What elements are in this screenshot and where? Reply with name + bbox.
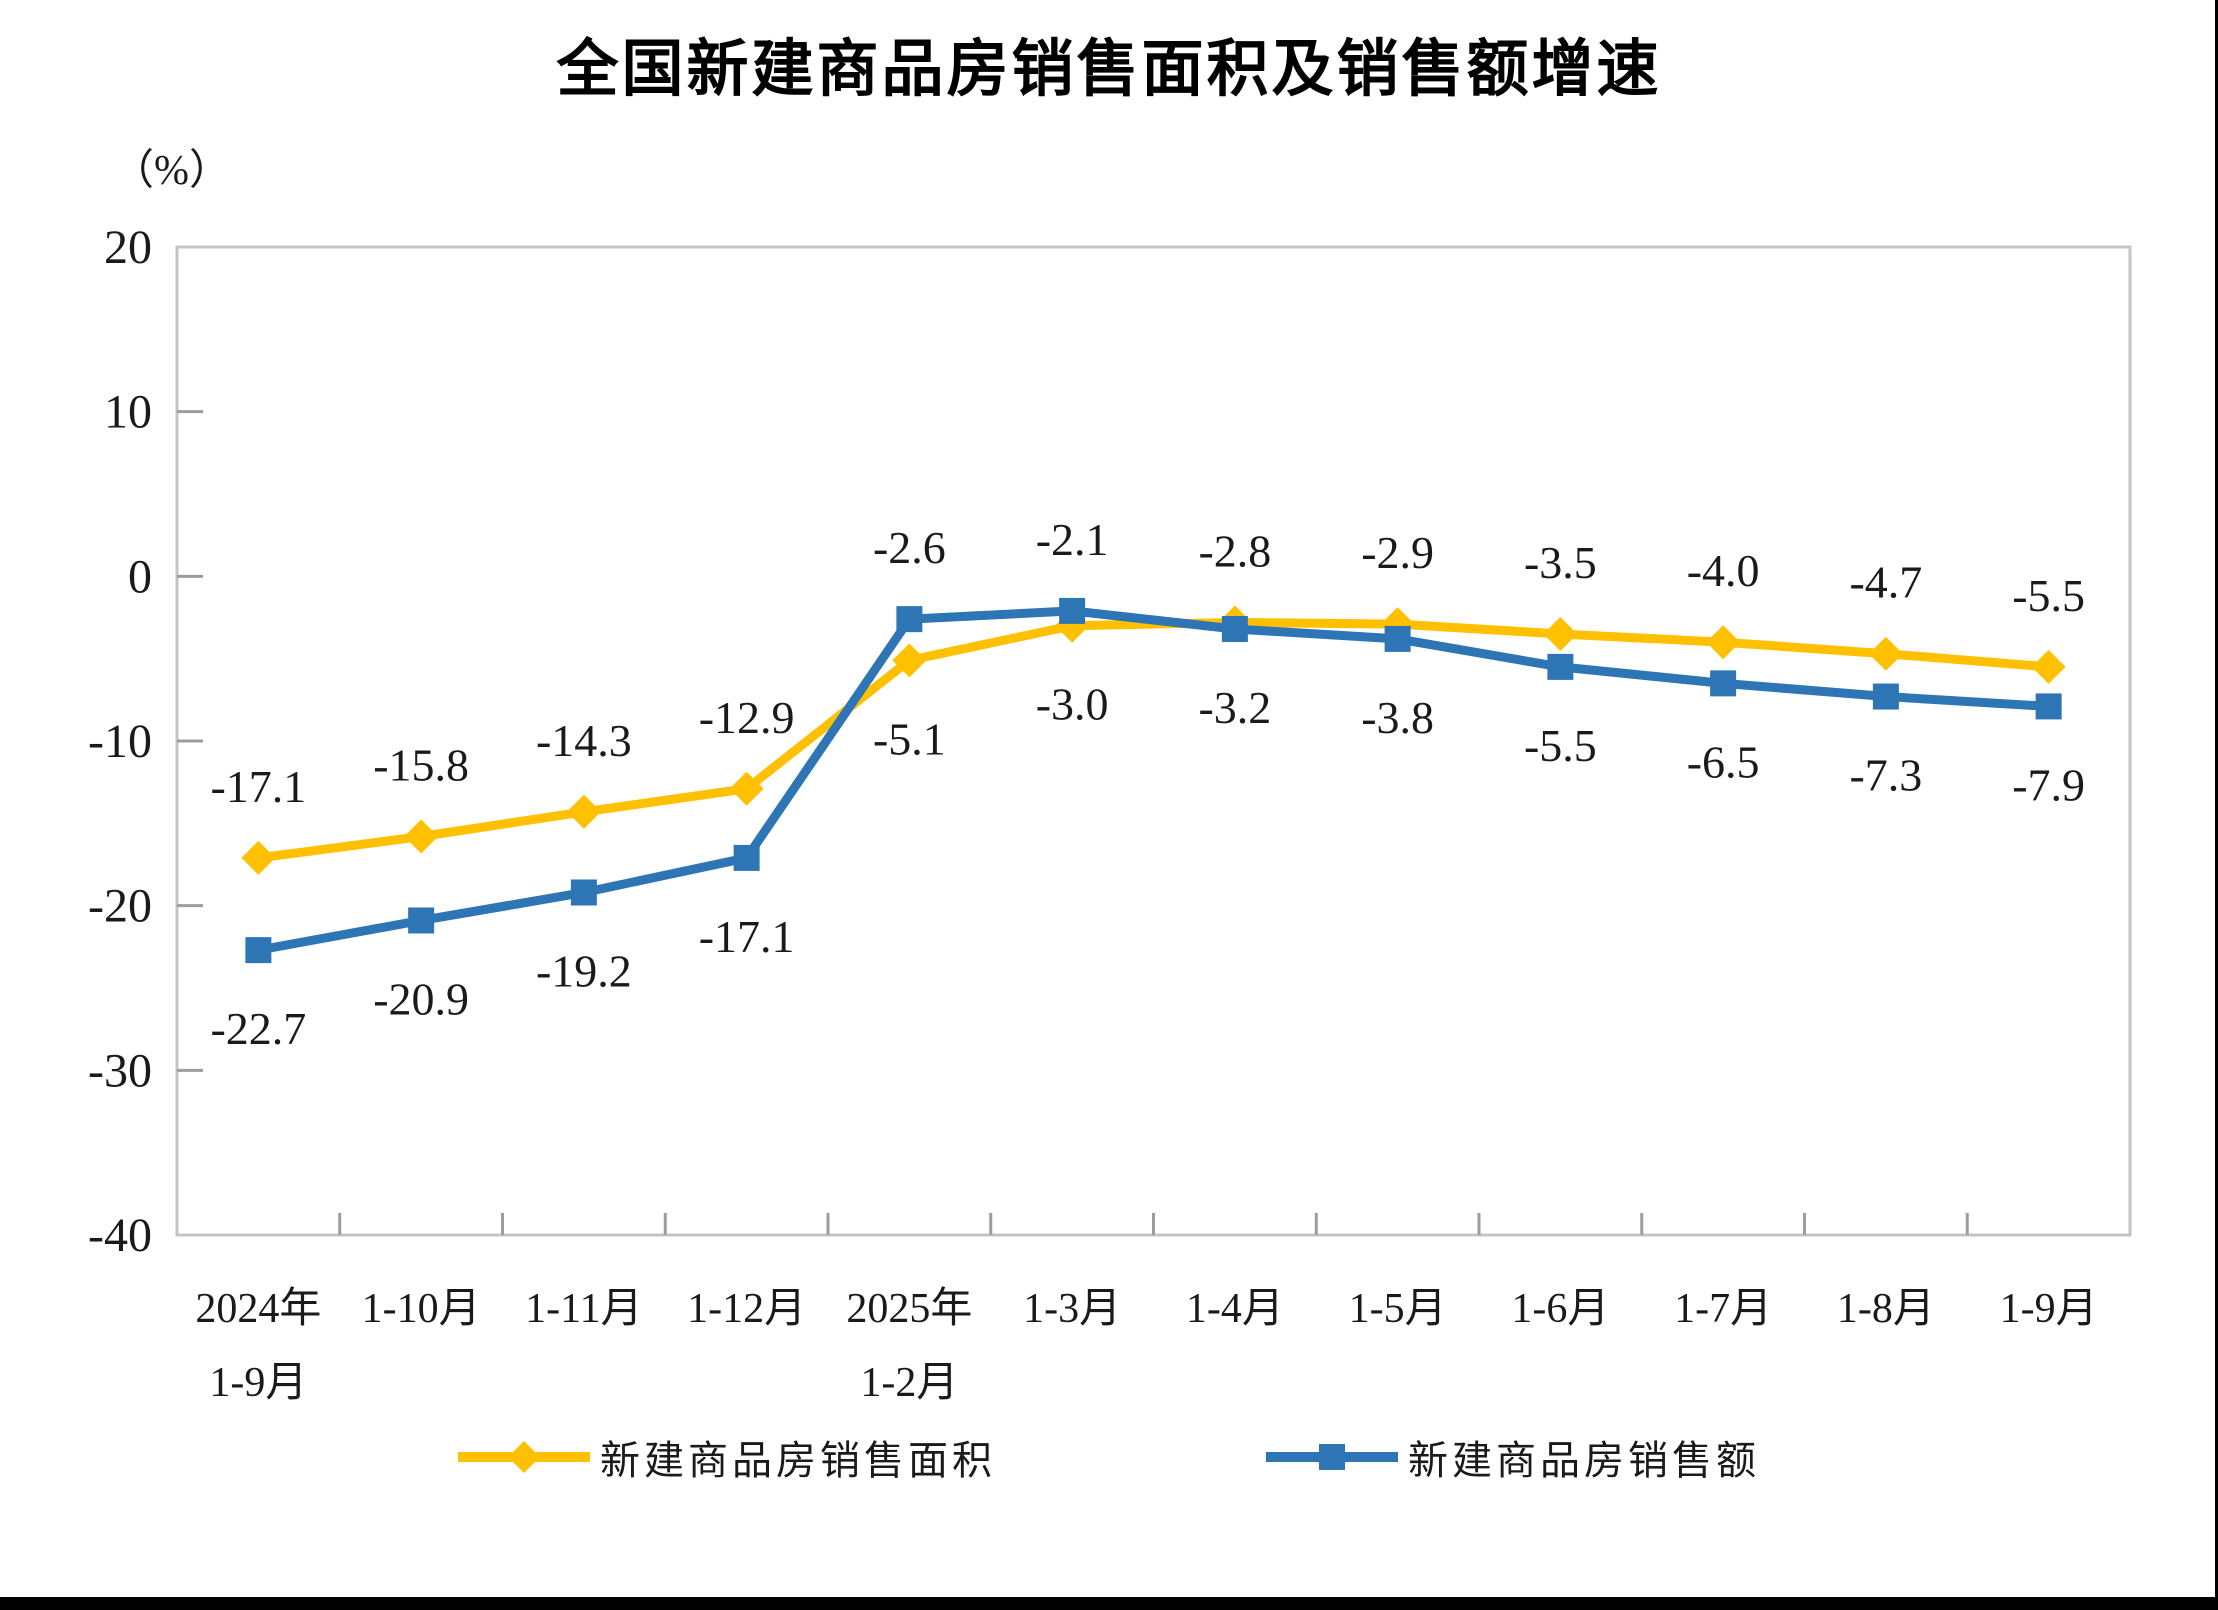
square-marker [1872,683,1899,710]
square-marker [896,606,923,633]
data-label: -17.1 [210,761,306,812]
square-marker [733,844,760,871]
x-axis-label: 1-11月 [525,1286,642,1332]
chart-title: 全国新建商品房销售面积及销售额增速 [556,36,1662,104]
x-axis-label: 1-7月 [1674,1286,1772,1332]
y-tick-label: -10 [88,715,152,768]
legend-item-sales-area: 新建商品房销售面积 [458,1428,996,1486]
diamond-marker [1543,616,1578,651]
x-axis-label: 1-12月 [687,1286,806,1332]
y-tick-label: -40 [88,1209,152,1262]
square-marker [1547,653,1574,680]
legend: 新建商品房销售面积 新建商品房销售额 [0,1428,2218,1486]
square-marker [1221,616,1248,643]
data-label: -2.6 [873,522,946,573]
data-label: -4.0 [1687,545,1760,596]
data-label: -4.7 [1849,557,1922,608]
square-marker [2035,693,2062,720]
y-tick-label: 0 [128,550,152,603]
data-label: -2.8 [1198,525,1271,576]
legend-label-sales-area: 新建商品房销售面积 [600,1438,996,1483]
square-marker [570,879,597,906]
x-axis-label: 2025年 [846,1285,972,1332]
data-label: -14.3 [536,715,632,766]
data-label: -3.0 [1036,679,1109,730]
data-label: -19.2 [536,945,632,996]
x-axis-label: 1-9月 [2000,1286,2098,1332]
data-label: -3.8 [1361,692,1434,743]
data-label: -17.1 [699,911,795,962]
diamond-marker [566,794,601,829]
data-label: -7.3 [1849,750,1922,801]
square-marker [408,907,435,934]
data-label: -22.7 [210,1003,306,1054]
legend-item-sales-amount: 新建商品房销售额 [1266,1428,1760,1486]
letterbox-right-line [2215,0,2218,1610]
diamond-marker [1868,636,1903,671]
y-axis-unit-label: （%） [112,148,231,194]
data-label: -6.5 [1687,736,1760,787]
legend-swatch-diamond-line-icon [458,1441,590,1473]
diamond-marker [1706,625,1741,660]
x-axis-label: 2024年 [195,1285,321,1332]
square-marker [1384,625,1411,652]
diamond-marker [241,840,276,875]
square-marker [245,937,272,964]
data-label: -5.1 [873,713,946,764]
plot-border [175,245,2132,1237]
data-label: -2.1 [1036,514,1109,565]
series-line-0 [257,617,2049,863]
square-marker [1059,597,1086,624]
x-axis-label: 1-5月 [1349,1286,1447,1332]
diamond-marker [404,819,439,854]
square-marker [1710,670,1737,697]
series-line-1 [257,606,2049,955]
data-label: -3.2 [1198,682,1271,733]
diamond-marker [729,771,764,806]
x-axis-label: 1-2月 [860,1360,958,1406]
y-tick-label: -20 [88,880,152,933]
diamond-marker [2031,649,2066,684]
x-axis-label: 1-3月 [1023,1286,1121,1332]
data-label: -3.5 [1524,537,1597,588]
x-axis-label: 1-6月 [1511,1286,1609,1332]
legend-label-sales-amount: 新建商品房销售额 [1408,1438,1760,1483]
x-axis-label: 1-8月 [1837,1286,1935,1332]
data-label: -5.5 [1524,720,1597,771]
data-label: -12.9 [699,692,795,743]
data-label: -15.8 [373,740,469,791]
x-axis-label: 1-9月 [209,1360,307,1406]
diamond-marker [892,643,927,678]
letterbox-bottom-bar [0,1597,2218,1610]
data-label: -7.9 [2012,759,2085,810]
y-tick-label: 10 [104,386,152,439]
data-label: -20.9 [373,973,469,1024]
x-axis-label: 1-10月 [362,1286,481,1332]
y-tick-label: 20 [104,221,152,274]
y-tick-label: -30 [88,1044,152,1097]
data-label: -2.9 [1361,527,1434,578]
x-axis-label: 1-4月 [1186,1286,1284,1332]
legend-swatch-square-line-icon [1266,1444,1398,1470]
data-label: -5.5 [2012,570,2085,621]
